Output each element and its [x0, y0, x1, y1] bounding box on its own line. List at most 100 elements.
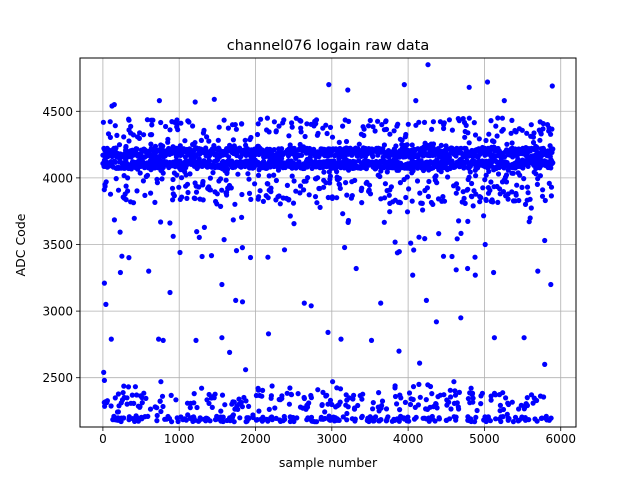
low-cluster-point: [253, 392, 259, 399]
low-cluster-point: [371, 415, 377, 421]
outlier-point: [343, 138, 350, 145]
outlier-point: [297, 162, 304, 169]
outlier-point: [539, 193, 546, 199]
outlier-point: [102, 147, 108, 153]
outlier-point: [422, 236, 428, 242]
outlier-point: [126, 138, 132, 144]
low-cluster-point: [184, 400, 191, 406]
outlier-point: [207, 187, 213, 193]
x-tick-label: 4000: [393, 432, 424, 446]
outlier-point: [123, 157, 129, 163]
outlier-point: [510, 170, 516, 176]
outlier-point: [170, 233, 176, 239]
outlier-point: [473, 173, 479, 179]
outlier-point: [340, 211, 346, 217]
outlier-point: [391, 128, 397, 134]
outlier-point: [122, 191, 128, 197]
outlier-point: [514, 182, 520, 188]
low-cluster-point: [206, 391, 212, 398]
data-point: [396, 348, 402, 354]
data-point: [433, 319, 439, 325]
outlier-point: [453, 190, 459, 196]
outlier-point: [136, 135, 142, 141]
outlier-point: [252, 157, 258, 163]
outlier-point: [443, 143, 449, 149]
low-cluster-point: [516, 406, 522, 412]
outlier-point: [167, 220, 173, 226]
outlier-point: [547, 143, 553, 149]
low-cluster-point: [165, 413, 171, 420]
outlier-point: [206, 138, 212, 144]
low-cluster-point: [333, 404, 339, 410]
outlier-point: [174, 172, 180, 178]
data-point: [472, 272, 478, 278]
low-cluster-point: [158, 408, 164, 415]
outlier-point: [409, 198, 415, 204]
outlier-point: [516, 197, 522, 204]
outlier-point: [320, 125, 326, 131]
outlier-point: [183, 183, 189, 189]
outlier-point: [521, 176, 527, 182]
outlier-point: [317, 204, 323, 210]
outlier-point: [548, 131, 554, 137]
data-point: [423, 297, 429, 303]
outlier-point: [473, 191, 479, 197]
outlier-point: [216, 178, 222, 184]
data-point: [378, 300, 384, 306]
low-cluster-point: [406, 390, 413, 396]
outlier-point: [154, 180, 160, 186]
low-cluster-point: [286, 401, 292, 407]
outlier-point: [426, 178, 432, 185]
outlier-point: [152, 199, 158, 205]
outlier-point: [163, 123, 169, 130]
low-cluster-point: [254, 417, 260, 423]
outlier-point: [265, 254, 271, 260]
outlier-point: [424, 159, 430, 165]
outlier-point: [417, 190, 423, 196]
low-cluster-point: [329, 401, 335, 408]
low-cluster-point: [472, 419, 478, 425]
outlier-point: [178, 120, 184, 126]
data-point: [491, 269, 497, 276]
low-cluster-point: [485, 415, 491, 421]
outlier-point: [183, 172, 189, 178]
outlier-point: [465, 218, 471, 224]
low-cluster-point: [519, 415, 525, 421]
data-point: [227, 349, 233, 355]
low-cluster-point: [410, 384, 417, 390]
low-cluster-point: [392, 383, 398, 389]
outlier-point: [370, 124, 376, 130]
outlier-point: [397, 200, 403, 206]
outlier-point: [336, 156, 342, 162]
outlier-point: [521, 148, 527, 154]
low-cluster-point: [497, 402, 503, 408]
data-point: [549, 83, 555, 89]
outlier-point: [466, 174, 472, 180]
outlier-point: [319, 161, 325, 167]
outlier-point: [449, 253, 455, 260]
low-cluster-point: [359, 396, 365, 402]
low-cluster-point: [448, 394, 454, 400]
outlier-point: [456, 118, 462, 124]
low-cluster-point: [272, 405, 278, 411]
low-cluster-point: [417, 394, 423, 400]
outlier-point: [179, 175, 185, 181]
outlier-point: [403, 131, 409, 138]
outlier-point: [382, 181, 388, 187]
outlier-point: [277, 201, 283, 207]
low-cluster-point: [209, 404, 215, 410]
low-cluster-point: [204, 415, 210, 421]
outlier-point: [462, 134, 468, 140]
outlier-point: [531, 162, 537, 168]
outlier-point: [345, 151, 351, 157]
data-point: [466, 84, 472, 90]
outlier-point: [454, 236, 460, 242]
low-cluster-point: [469, 390, 476, 396]
outlier-point: [158, 119, 164, 126]
low-cluster-point: [379, 398, 386, 404]
outlier-point: [508, 130, 514, 136]
outlier-point: [472, 159, 478, 165]
band-point: [226, 154, 232, 160]
data-point: [156, 336, 162, 342]
outlier-point: [128, 130, 134, 136]
